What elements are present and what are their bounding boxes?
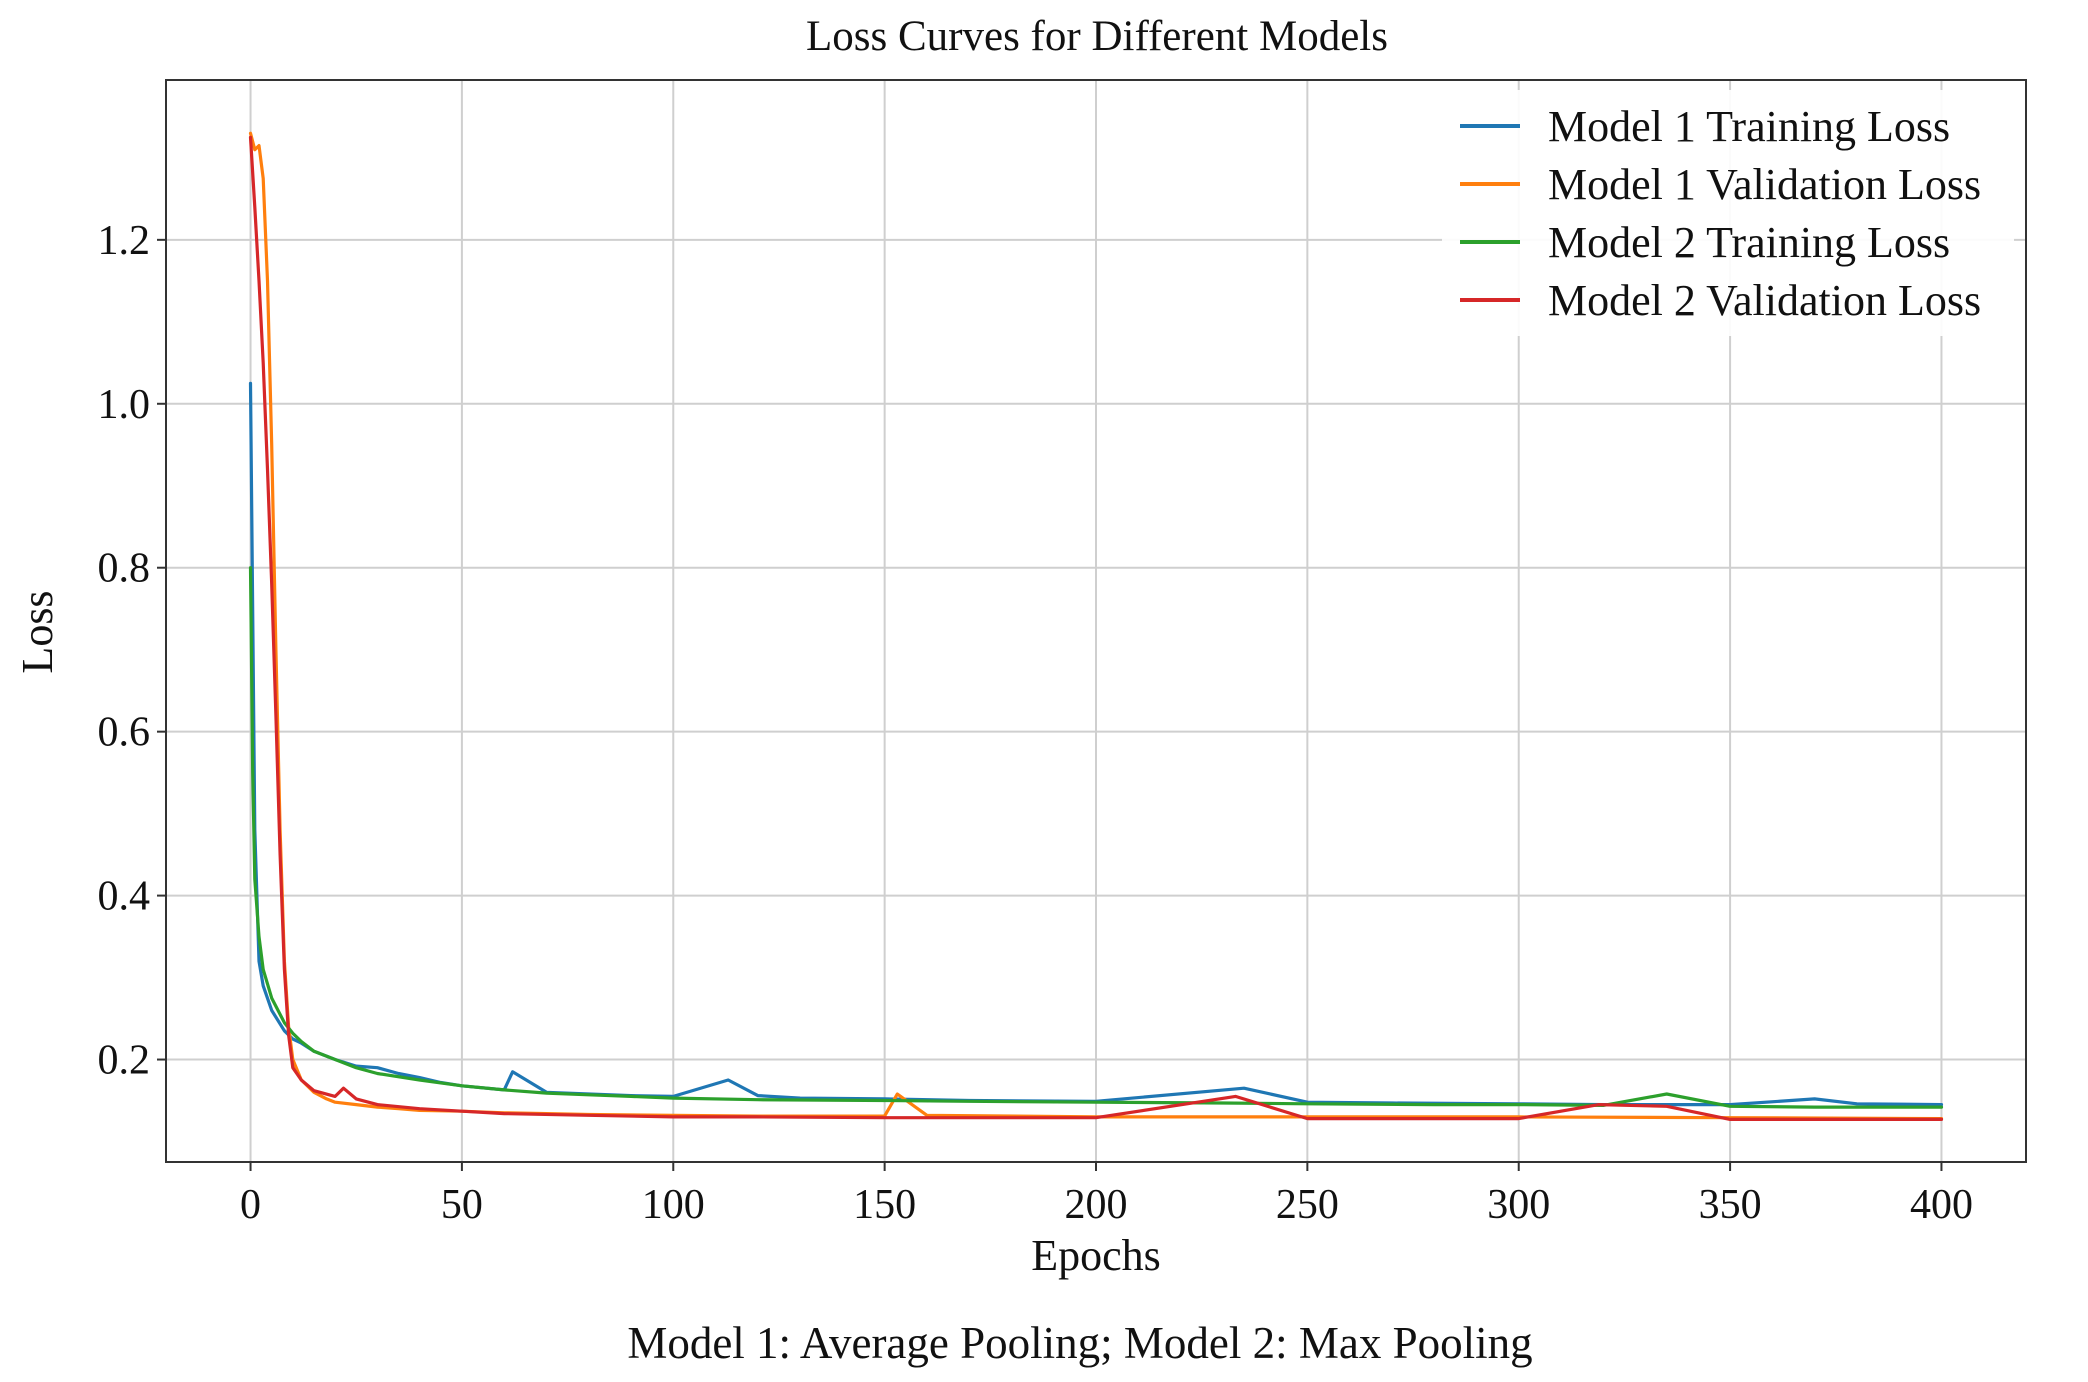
- x-tick-label: 150: [853, 1182, 916, 1228]
- legend-label: Model 2 Training Loss: [1548, 218, 1950, 267]
- y-tick-label: 0.2: [98, 1038, 151, 1084]
- x-tick-label: 300: [1487, 1182, 1550, 1228]
- series-line-3: [248, 566, 1944, 1109]
- chart-caption: Model 1: Average Pooling; Model 2: Max P…: [627, 1318, 1532, 1368]
- y-tick-label: 0.4: [98, 874, 151, 920]
- x-tick-label: 0: [240, 1182, 261, 1228]
- x-tick-label: 350: [1699, 1182, 1762, 1228]
- y-axis-label: Loss: [13, 590, 62, 673]
- y-tick-label: 0.6: [98, 710, 151, 756]
- y-tick-label: 0.8: [98, 546, 151, 592]
- x-tick-label: 50: [441, 1182, 483, 1228]
- x-axis-label: Epochs: [1031, 1231, 1161, 1280]
- legend-label: Model 1 Validation Loss: [1548, 160, 1981, 209]
- legend-background: [1442, 90, 2014, 336]
- legend: Model 1 Training Loss Model 1 Validation …: [1442, 90, 2014, 336]
- x-tick-label: 200: [1065, 1182, 1128, 1228]
- legend-label: Model 1 Training Loss: [1548, 102, 1950, 151]
- legend-label: Model 2 Validation Loss: [1548, 276, 1981, 325]
- series-line-4: [248, 135, 1944, 1122]
- series-line-2: [248, 131, 1944, 1121]
- chart-title: Loss Curves for Different Models: [806, 13, 1388, 60]
- x-tick-label: 400: [1910, 1182, 1973, 1228]
- y-tick-label: 1.2: [98, 218, 151, 264]
- x-tick-label: 100: [642, 1182, 705, 1228]
- x-tick-label: 250: [1276, 1182, 1339, 1228]
- x-axis-ticks: 0 50 100 150 200 250 300 350 400: [240, 1162, 1973, 1228]
- series-lines: [248, 131, 1944, 1122]
- y-tick-label: 1.0: [98, 382, 151, 428]
- y-axis-ticks: 0.2 0.4 0.6 0.8 1.0 1.2: [98, 218, 166, 1084]
